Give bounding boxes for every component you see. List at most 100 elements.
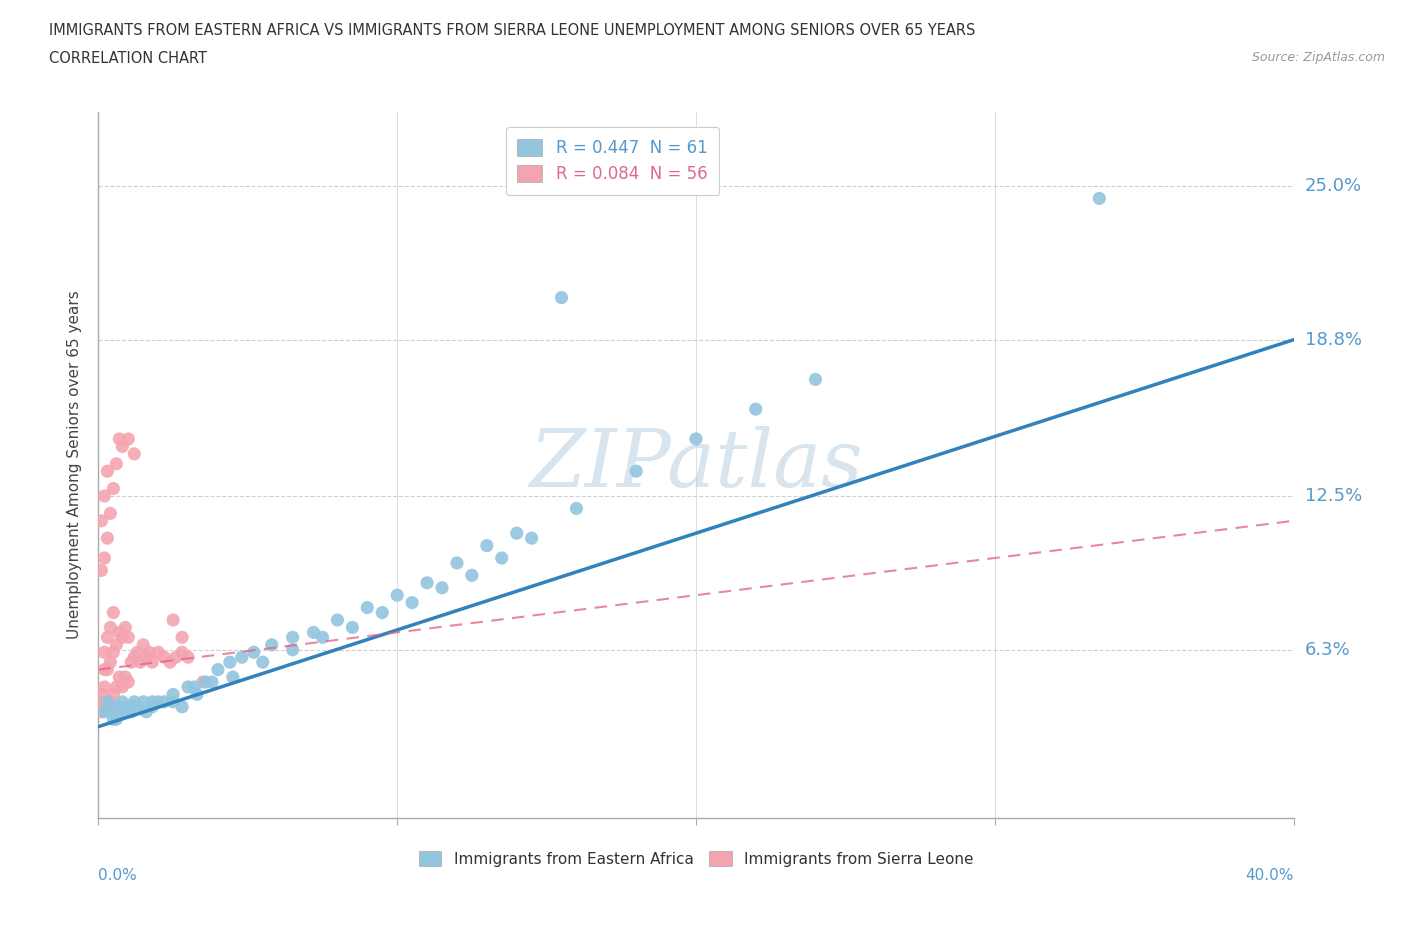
Point <box>96 695 118 710</box>
Point <box>90 513 112 528</box>
Point <box>124 650 146 665</box>
Point <box>103 605 125 620</box>
Point <box>98 620 122 635</box>
Point <box>475 538 498 553</box>
Point <box>159 655 181 670</box>
Point <box>103 699 125 714</box>
Point <box>326 613 349 628</box>
Point <box>111 695 134 710</box>
Point <box>162 687 184 702</box>
Point <box>172 630 194 644</box>
Point <box>105 457 128 472</box>
Y-axis label: Unemployment Among Seniors over 65 years: Unemployment Among Seniors over 65 years <box>67 291 83 640</box>
Text: 25.0%: 25.0% <box>1305 177 1362 195</box>
Point <box>520 531 543 546</box>
Point <box>207 662 229 677</box>
Point <box>172 644 194 659</box>
Point <box>302 625 325 640</box>
Point <box>132 637 155 652</box>
Point <box>117 432 139 446</box>
Point <box>124 446 146 461</box>
Text: 40.0%: 40.0% <box>1246 868 1294 883</box>
Text: 18.8%: 18.8% <box>1305 331 1361 349</box>
Point <box>491 551 513 565</box>
Point <box>281 643 304 658</box>
Point <box>114 704 136 719</box>
Point <box>117 699 139 714</box>
Point <box>162 695 184 710</box>
Point <box>222 670 245 684</box>
Point <box>90 687 112 702</box>
Point <box>93 704 115 719</box>
Point <box>111 630 134 644</box>
Point <box>108 432 131 446</box>
Point <box>120 655 142 670</box>
Point <box>506 525 529 540</box>
Point <box>430 580 453 595</box>
Point <box>103 644 125 659</box>
Point <box>401 595 423 610</box>
Point <box>148 695 170 710</box>
Point <box>124 695 146 710</box>
Point <box>252 655 274 670</box>
Point <box>177 680 200 695</box>
Point <box>342 620 364 635</box>
Point <box>219 655 242 670</box>
Point <box>153 650 176 665</box>
Point <box>141 695 163 710</box>
Point <box>108 670 131 684</box>
Point <box>120 704 142 719</box>
Text: IMMIGRANTS FROM EASTERN AFRICA VS IMMIGRANTS FROM SIERRA LEONE UNEMPLOYMENT AMON: IMMIGRANTS FROM EASTERN AFRICA VS IMMIGR… <box>49 23 976 38</box>
Point <box>98 695 122 710</box>
Point <box>550 290 572 305</box>
Point <box>98 655 122 670</box>
Text: 12.5%: 12.5% <box>1305 487 1362 505</box>
Point <box>105 637 128 652</box>
Point <box>124 699 146 714</box>
Point <box>98 704 122 719</box>
Point <box>804 372 827 387</box>
Point <box>135 704 157 719</box>
Point <box>162 613 184 628</box>
Point <box>172 699 194 714</box>
Point <box>96 630 118 644</box>
Point <box>565 501 588 516</box>
Point <box>98 506 122 521</box>
Point <box>745 402 768 417</box>
Point <box>191 674 214 689</box>
Point <box>127 699 149 714</box>
Point <box>111 704 134 719</box>
Point <box>281 630 304 644</box>
Point <box>103 711 125 726</box>
Point <box>1088 191 1111 206</box>
Point <box>93 699 115 714</box>
Point <box>153 695 176 710</box>
Point <box>117 674 139 689</box>
Point <box>385 588 409 603</box>
Point <box>103 687 125 702</box>
Point <box>626 464 648 479</box>
Point <box>177 650 200 665</box>
Point <box>127 644 149 659</box>
Point <box>416 576 439 591</box>
Point <box>96 699 118 714</box>
Point <box>93 662 115 677</box>
Point <box>311 630 333 644</box>
Point <box>186 687 208 702</box>
Point <box>371 605 394 620</box>
Point <box>93 551 115 565</box>
Point <box>93 644 115 659</box>
Point <box>129 655 152 670</box>
Legend: Immigrants from Eastern Africa, Immigrants from Sierra Leone: Immigrants from Eastern Africa, Immigran… <box>411 844 981 874</box>
Text: 0.0%: 0.0% <box>98 868 138 883</box>
Text: ZIPatlas: ZIPatlas <box>529 426 863 504</box>
Point <box>461 568 484 583</box>
Point <box>93 488 115 503</box>
Point <box>108 699 131 714</box>
Point <box>108 625 131 640</box>
Point <box>231 650 253 665</box>
Point <box>96 662 118 677</box>
Point <box>260 637 283 652</box>
Point <box>90 563 112 578</box>
Point <box>111 680 134 695</box>
